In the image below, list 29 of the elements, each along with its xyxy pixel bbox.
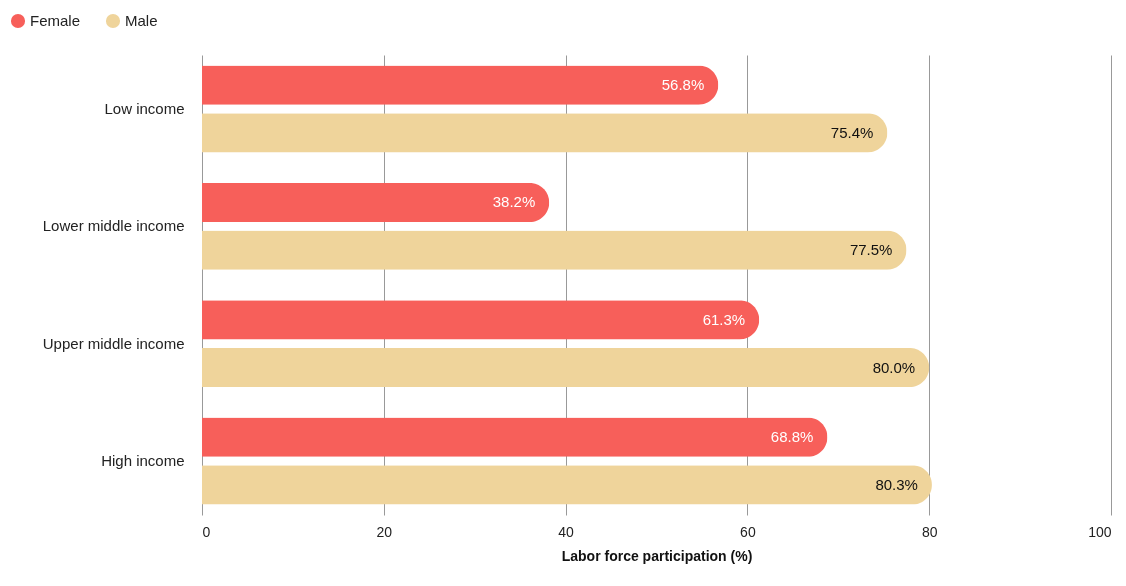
- data-label: 56.8%: [661, 76, 705, 94]
- bar: [202, 65, 719, 105]
- bar: [202, 347, 930, 388]
- y-tick-label: Upper middle income: [42, 334, 185, 352]
- x-tick-label: 60: [740, 523, 756, 540]
- x-tick-label: 0: [202, 523, 211, 540]
- bar: [202, 465, 932, 505]
- y-tick-label: Low income: [104, 99, 185, 117]
- x-tick-label: 20: [376, 523, 393, 540]
- bar: [202, 113, 888, 153]
- data-label: 80.0%: [872, 358, 916, 376]
- y-tick-label: Lower middle income: [42, 217, 185, 235]
- x-tick-label: 40: [558, 523, 575, 540]
- y-tick-label: High income: [101, 452, 185, 470]
- bar: [202, 300, 760, 340]
- data-label: 68.8%: [770, 428, 814, 446]
- legend-label: Female: [30, 12, 81, 29]
- bar: [202, 417, 828, 457]
- x-axis-title: Labor force participation (%): [561, 547, 753, 564]
- bar: [202, 182, 550, 223]
- legend-label: Male: [125, 12, 158, 29]
- x-tick-label: 100: [1088, 523, 1112, 540]
- bar: [202, 230, 907, 270]
- data-label: 61.3%: [702, 310, 746, 328]
- data-label: 75.4%: [830, 123, 874, 141]
- data-label: 80.3%: [875, 475, 918, 493]
- data-label: 77.5%: [849, 241, 893, 259]
- data-label: 38.2%: [492, 193, 536, 211]
- x-tick-label: 80: [921, 523, 938, 540]
